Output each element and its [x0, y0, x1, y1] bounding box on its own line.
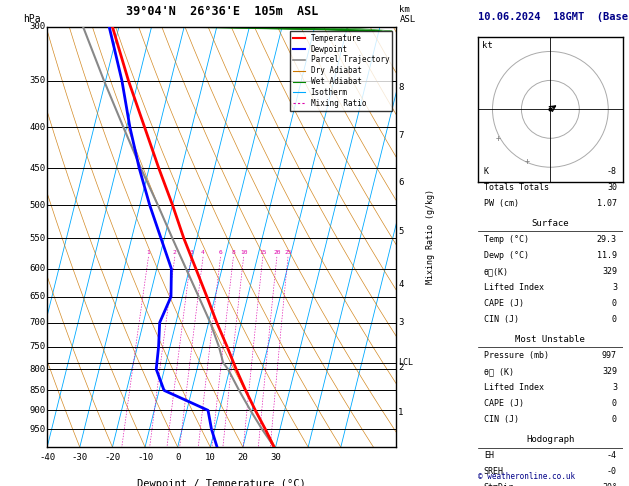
Text: 8: 8 [231, 250, 235, 255]
Text: 3: 3 [612, 283, 617, 292]
Text: 39°04'N  26°36'E  105m  ASL: 39°04'N 26°36'E 105m ASL [126, 5, 318, 18]
Text: 6: 6 [398, 177, 403, 187]
Text: 4: 4 [201, 250, 205, 255]
Text: -0: -0 [607, 467, 617, 476]
Text: 329: 329 [602, 267, 617, 276]
Text: 5: 5 [398, 227, 403, 237]
Text: 10: 10 [205, 453, 216, 462]
Text: -10: -10 [137, 453, 153, 462]
Text: 700: 700 [30, 318, 45, 327]
Text: 11.9: 11.9 [597, 251, 617, 260]
Text: Temp (°C): Temp (°C) [484, 235, 529, 244]
Text: 850: 850 [30, 386, 45, 395]
Text: SREH: SREH [484, 467, 504, 476]
Text: 450: 450 [30, 164, 45, 173]
Text: CIN (J): CIN (J) [484, 315, 519, 324]
Text: 25: 25 [284, 250, 292, 255]
Text: kt: kt [482, 41, 493, 51]
Text: 350: 350 [30, 76, 45, 85]
Text: 950: 950 [30, 425, 45, 434]
Text: 3: 3 [612, 383, 617, 392]
Text: Lifted Index: Lifted Index [484, 283, 544, 292]
Text: 2: 2 [398, 363, 403, 371]
Text: Mixing Ratio (g/kg): Mixing Ratio (g/kg) [426, 190, 435, 284]
Text: 30: 30 [607, 183, 617, 192]
Text: K: K [484, 167, 489, 176]
Text: -20: -20 [104, 453, 121, 462]
Text: km
ASL: km ASL [399, 5, 416, 24]
Text: -30: -30 [72, 453, 88, 462]
Text: θᴄ(K): θᴄ(K) [484, 267, 509, 276]
Text: 7: 7 [398, 131, 403, 140]
Text: 4: 4 [398, 280, 403, 289]
Text: Totals Totals: Totals Totals [484, 183, 549, 192]
Text: CAPE (J): CAPE (J) [484, 299, 524, 308]
Legend: Temperature, Dewpoint, Parcel Trajectory, Dry Adiabat, Wet Adiabat, Isotherm, Mi: Temperature, Dewpoint, Parcel Trajectory… [290, 31, 392, 111]
Text: 30: 30 [270, 453, 281, 462]
Text: 500: 500 [30, 201, 45, 209]
Text: Dewpoint / Temperature (°C): Dewpoint / Temperature (°C) [137, 479, 306, 486]
Text: 29.3: 29.3 [597, 235, 617, 244]
Text: 10: 10 [240, 250, 247, 255]
Text: Most Unstable: Most Unstable [515, 335, 586, 344]
Text: 650: 650 [30, 292, 45, 301]
Text: 1: 1 [147, 250, 150, 255]
Text: 1.07: 1.07 [597, 199, 617, 208]
Text: 3: 3 [189, 250, 193, 255]
Text: -4: -4 [607, 451, 617, 460]
Text: 15: 15 [259, 250, 267, 255]
Text: Hodograph: Hodograph [526, 435, 574, 444]
Text: 0: 0 [612, 399, 617, 408]
Text: 0: 0 [612, 315, 617, 324]
Text: PW (cm): PW (cm) [484, 199, 519, 208]
Text: 997: 997 [602, 351, 617, 360]
Text: Pressure (mb): Pressure (mb) [484, 351, 549, 360]
Text: 600: 600 [30, 264, 45, 273]
Text: θᴄ (K): θᴄ (K) [484, 367, 514, 376]
Text: StmDir: StmDir [484, 483, 514, 486]
Text: 400: 400 [30, 122, 45, 132]
Text: Dewp (°C): Dewp (°C) [484, 251, 529, 260]
Text: hPa: hPa [23, 14, 41, 24]
Text: EH: EH [484, 451, 494, 460]
Text: 800: 800 [30, 364, 45, 374]
Text: Surface: Surface [532, 219, 569, 228]
Text: 750: 750 [30, 342, 45, 351]
Text: 10.06.2024  18GMT  (Base: 18): 10.06.2024 18GMT (Base: 18) [478, 12, 629, 22]
Text: 550: 550 [30, 234, 45, 243]
Text: 2: 2 [173, 250, 177, 255]
Text: -8: -8 [607, 167, 617, 176]
Text: 0: 0 [175, 453, 181, 462]
Text: 30°: 30° [602, 483, 617, 486]
Text: 329: 329 [602, 367, 617, 376]
Text: 20: 20 [273, 250, 281, 255]
Text: 8: 8 [398, 83, 403, 92]
Text: 1: 1 [398, 408, 403, 417]
Text: +: + [525, 157, 530, 166]
Text: 0: 0 [612, 299, 617, 308]
Text: Lifted Index: Lifted Index [484, 383, 544, 392]
Text: 0: 0 [612, 415, 617, 424]
Text: -40: -40 [39, 453, 55, 462]
Text: 6: 6 [219, 250, 223, 255]
Text: CIN (J): CIN (J) [484, 415, 519, 424]
Text: 300: 300 [30, 22, 45, 31]
Text: CAPE (J): CAPE (J) [484, 399, 524, 408]
Text: 3: 3 [398, 318, 403, 327]
Text: 900: 900 [30, 406, 45, 415]
Text: 20: 20 [238, 453, 248, 462]
Text: +: + [496, 134, 501, 143]
Text: LCL: LCL [398, 358, 413, 367]
Text: © weatheronline.co.uk: © weatheronline.co.uk [478, 472, 575, 481]
